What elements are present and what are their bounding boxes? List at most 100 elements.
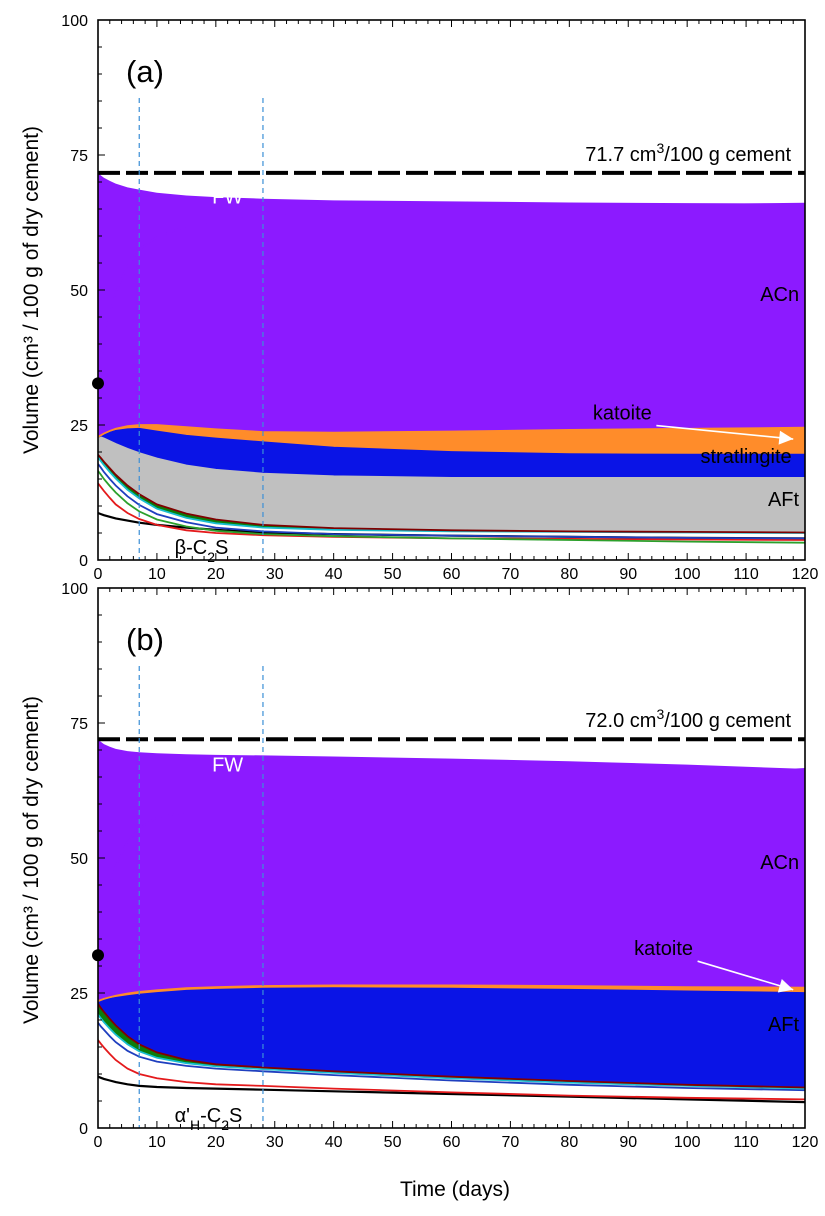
curve-line-3 bbox=[98, 1014, 805, 1090]
label-part: α' bbox=[175, 1105, 190, 1127]
x-tick-label: 100 bbox=[674, 566, 701, 583]
label-part: ACn bbox=[760, 284, 799, 306]
label-part: S bbox=[229, 1105, 242, 1127]
label-aft: AFt bbox=[768, 489, 800, 511]
label-part: 3 bbox=[656, 140, 664, 156]
y-axis-title-b: Volume (cm³ / 100 g of dry cement) bbox=[20, 696, 43, 1024]
label-part: /100 g cement bbox=[664, 144, 791, 166]
x-tick-label: 0 bbox=[94, 566, 103, 583]
curve-stratlingite bbox=[98, 436, 805, 479]
label-part: stratlingite bbox=[701, 446, 792, 468]
label-part: 72.0 cm bbox=[585, 710, 656, 732]
x-tick-label: 70 bbox=[502, 566, 520, 583]
panel-label: (b) bbox=[126, 622, 164, 657]
x-tick-label: 40 bbox=[325, 566, 343, 583]
area-katoite bbox=[98, 428, 805, 478]
y-axis-title-a: Volume (cm³ / 100 g of dry cement) bbox=[20, 126, 43, 454]
curve-line-2 bbox=[98, 1022, 805, 1092]
x-tick-label: 120 bbox=[792, 1134, 819, 1151]
x-tick-label: 90 bbox=[619, 1134, 637, 1151]
label-acn: ACn bbox=[760, 284, 799, 306]
x-tick-label: 20 bbox=[207, 1134, 225, 1151]
label-part: 2 bbox=[221, 1117, 229, 1133]
curve-aft bbox=[98, 1003, 805, 1089]
y-tick-label: 50 bbox=[70, 283, 88, 300]
x-tick-label: 110 bbox=[733, 1134, 759, 1151]
y-tick-label: 75 bbox=[70, 148, 88, 165]
katoite-arrow bbox=[697, 960, 794, 991]
curve-fw bbox=[98, 202, 805, 384]
curve--h-c-s bbox=[98, 1075, 805, 1104]
x-tick-label: 90 bbox=[619, 566, 637, 583]
label-part: ACn bbox=[760, 852, 799, 874]
label-katoite: katoite bbox=[593, 403, 652, 425]
curve-katoite bbox=[98, 987, 805, 1002]
label-fw: FW bbox=[212, 187, 243, 209]
label--h-c-s: α'H-C2S bbox=[175, 1105, 243, 1133]
plot-area bbox=[98, 172, 805, 544]
label-part: katoite bbox=[593, 403, 652, 425]
label-part: katoite bbox=[634, 938, 693, 960]
x-tick-label: 10 bbox=[148, 1134, 166, 1151]
y-tick-label: 0 bbox=[79, 1121, 88, 1138]
reference-line-label: 72.0 cm3/100 g cement bbox=[585, 706, 791, 732]
label-katoite: katoite bbox=[634, 938, 693, 960]
x-tick-label: 100 bbox=[674, 1134, 701, 1151]
katoite-arrowhead bbox=[777, 979, 794, 993]
label-acn: ACn bbox=[760, 852, 799, 874]
y-tick-label: 50 bbox=[70, 851, 88, 868]
area-acn bbox=[98, 985, 805, 1002]
label-part: FW bbox=[212, 755, 243, 777]
x-tick-label: 0 bbox=[94, 1134, 103, 1151]
area-band-2 bbox=[98, 1022, 805, 1100]
x-axis-title: Time (days) bbox=[400, 1178, 510, 1201]
x-tick-label: 20 bbox=[207, 566, 225, 583]
curve-acn bbox=[98, 424, 805, 438]
label-part: /100 g cement bbox=[664, 710, 791, 732]
curve-line-3 bbox=[98, 463, 805, 540]
curve-line-1 bbox=[98, 1039, 805, 1101]
label-aft: AFt bbox=[768, 1014, 800, 1036]
x-tick-label: 70 bbox=[502, 1134, 520, 1151]
label-part: S bbox=[215, 537, 228, 559]
x-tick-label: 80 bbox=[560, 566, 578, 583]
y-tick-label: 100 bbox=[61, 581, 88, 598]
y-tick-label: 25 bbox=[70, 986, 88, 1003]
label-stratlingite: stratlingite bbox=[701, 446, 792, 468]
label-part: 3 bbox=[656, 706, 664, 722]
x-tick-label: 40 bbox=[325, 1134, 343, 1151]
y-tick-label: 25 bbox=[70, 418, 88, 435]
x-tick-label: 10 bbox=[148, 566, 166, 583]
area-fw bbox=[98, 768, 805, 1002]
label--c-s: β-C2S bbox=[175, 537, 229, 565]
x-tick-label: 50 bbox=[384, 1134, 402, 1151]
label-part: 2 bbox=[207, 549, 215, 565]
x-tick-label: 120 bbox=[792, 566, 819, 583]
label-part: H bbox=[190, 1117, 200, 1133]
x-tick-label: 30 bbox=[266, 566, 284, 583]
katoite-arrowhead bbox=[778, 430, 794, 445]
area-katoite bbox=[98, 988, 805, 1088]
area-fw bbox=[98, 203, 805, 437]
label-part: β-C bbox=[175, 537, 208, 559]
label-part: -C bbox=[200, 1105, 221, 1127]
x-tick-label: 60 bbox=[443, 1134, 461, 1151]
area-stratlingite bbox=[98, 436, 805, 533]
label-part: 71.7 cm bbox=[585, 144, 656, 166]
plot-area bbox=[98, 739, 805, 1104]
curve-aft bbox=[98, 454, 805, 534]
katoite-arrow bbox=[656, 424, 794, 440]
label-part: AFt bbox=[768, 489, 800, 511]
label-part: AFt bbox=[768, 1014, 800, 1036]
y-tick-label: 100 bbox=[61, 13, 88, 30]
x-tick-label: 110 bbox=[733, 566, 759, 583]
x-tick-label: 30 bbox=[266, 1134, 284, 1151]
label-part: FW bbox=[212, 187, 243, 209]
reference-line-label: 71.7 cm3/100 g cement bbox=[585, 140, 791, 166]
label-fw: FW bbox=[212, 755, 243, 777]
y-tick-label: 0 bbox=[79, 553, 88, 570]
y-tick-label: 75 bbox=[70, 716, 88, 733]
